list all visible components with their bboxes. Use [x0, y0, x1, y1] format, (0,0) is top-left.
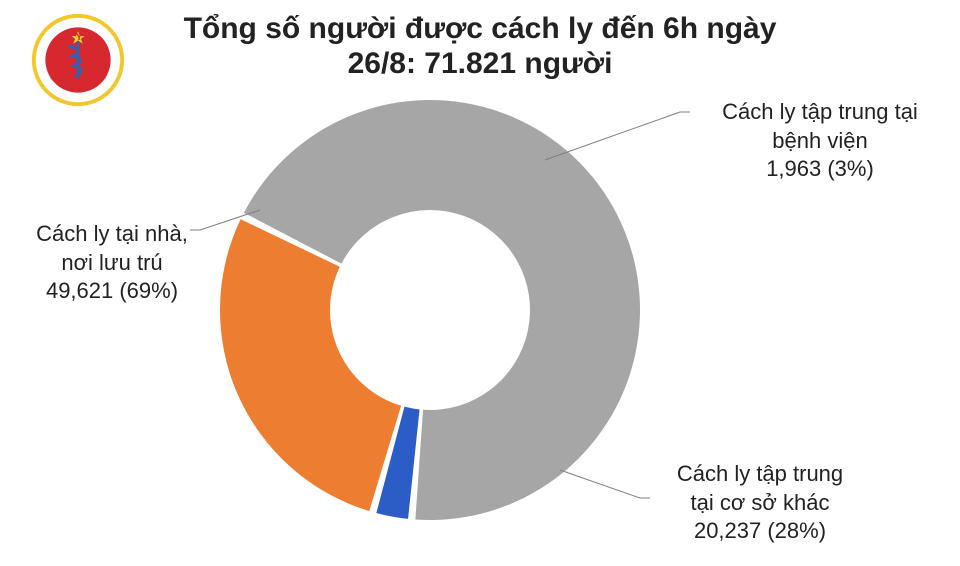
- label-facility-line1: Cách ly tập trung: [677, 461, 843, 486]
- slice-facility: [220, 219, 401, 511]
- chart-title: Tổng số người được cách ly đến 6h ngày 2…: [140, 12, 820, 81]
- label-facility-line2: tại cơ sở khác: [691, 490, 830, 515]
- label-hospital-line2: bệnh viện: [772, 128, 867, 153]
- logo-svg: BỘ Y TẾMINISTRY OF HEALTH: [30, 12, 126, 108]
- label-home-line3: 49,621 (69%): [46, 278, 178, 303]
- chart-container: BỘ Y TẾMINISTRY OF HEALTH Tổng số người …: [0, 0, 960, 566]
- label-home: Cách ly tại nhà, nơi lưu trú 49,621 (69%…: [12, 220, 212, 306]
- label-facility: Cách ly tập trung tại cơ sở khác 20,237 …: [650, 460, 870, 546]
- label-hospital: Cách ly tập trung tại bệnh viện 1,963 (3…: [690, 98, 950, 184]
- title-line-1: Tổng số người được cách ly đến 6h ngày: [184, 12, 777, 45]
- title-line-2: 26/8: 71.821 người: [348, 47, 613, 80]
- ministry-logo: BỘ Y TẾMINISTRY OF HEALTH: [30, 12, 126, 113]
- label-facility-line3: 20,237 (28%): [694, 518, 826, 543]
- label-home-line1: Cách ly tại nhà,: [36, 221, 188, 246]
- label-home-line2: nơi lưu trú: [61, 250, 162, 275]
- label-hospital-line3: 1,963 (3%): [766, 156, 874, 181]
- donut-chart: [200, 80, 660, 540]
- label-hospital-line1: Cách ly tập trung tại: [722, 99, 918, 124]
